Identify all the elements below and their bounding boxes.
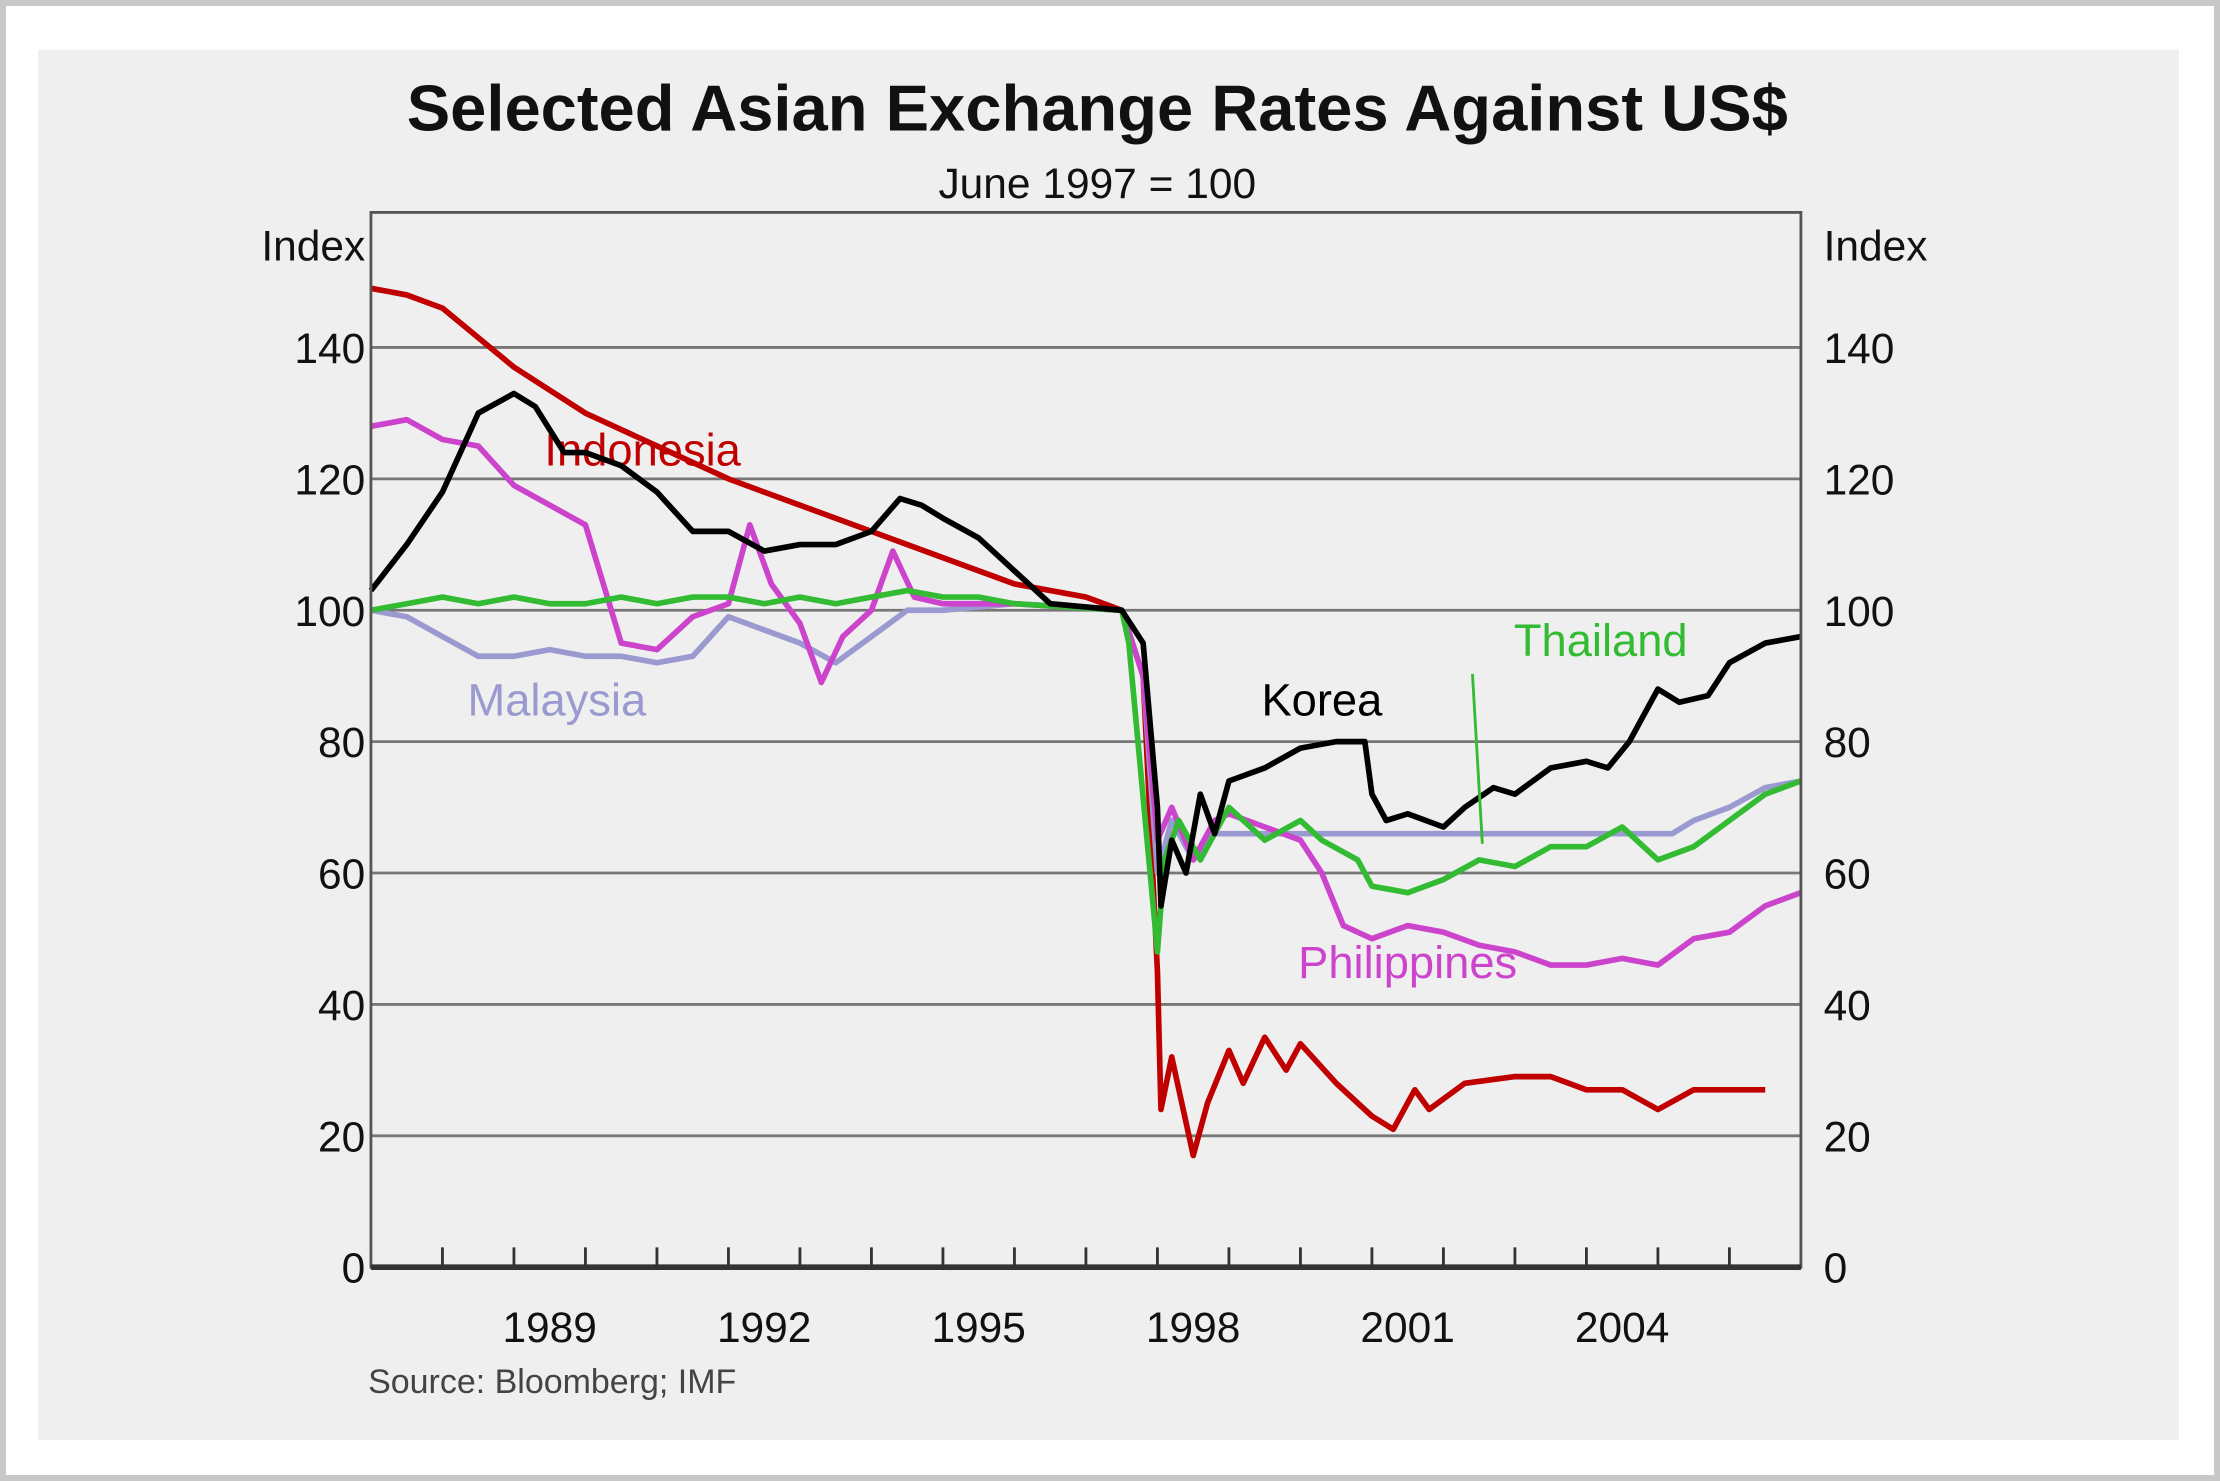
thailand-line <box>370 587 1802 955</box>
x-tick-label-1995: 1995 <box>931 1304 1025 1351</box>
chart-background <box>38 49 2179 1440</box>
malaysia-label: Malaysia <box>467 674 647 725</box>
indonesia-line <box>370 285 1766 1159</box>
philippines-line <box>370 416 1802 968</box>
right-axis-label: Index <box>1824 223 1928 270</box>
right-tick-label-100: 100 <box>1824 588 1895 635</box>
x-tick-label-1998: 1998 <box>1146 1304 1240 1351</box>
left-tick-label-60: 60 <box>318 851 365 898</box>
right-tick-label-40: 40 <box>1824 982 1871 1029</box>
right-tick-label-140: 140 <box>1824 325 1895 372</box>
left-tick-label-80: 80 <box>318 719 365 766</box>
x-tick-label-2004: 2004 <box>1575 1304 1669 1351</box>
left-tick-label-100: 100 <box>294 588 365 635</box>
right-tick-label-0: 0 <box>1824 1245 1848 1292</box>
left-tick-label-120: 120 <box>294 456 365 503</box>
malaysia-line <box>370 600 1802 876</box>
x-tick-label-1989: 1989 <box>502 1304 596 1351</box>
right-tick-label-60: 60 <box>1824 851 1871 898</box>
korea-label: Korea <box>1261 674 1383 725</box>
left-tick-label-40: 40 <box>318 982 365 1029</box>
right-tick-label-120: 120 <box>1824 456 1895 503</box>
left-tick-label-20: 20 <box>318 1113 365 1160</box>
chart-subtitle: June 1997 = 100 <box>938 160 1256 207</box>
left-tick-label-0: 0 <box>342 1245 366 1292</box>
chart-title: Selected Asian Exchange Rates Against US… <box>407 71 1788 144</box>
philippines-label: Philippines <box>1298 937 1517 988</box>
right-tick-label-20: 20 <box>1824 1113 1871 1160</box>
thailand-label: Thailand <box>1514 615 1688 666</box>
korea-line <box>368 390 1802 909</box>
right-tick-label-80: 80 <box>1824 719 1871 766</box>
x-tick-label-2001: 2001 <box>1360 1304 1454 1351</box>
source-note: Source: Bloomberg; IMF <box>368 1363 736 1401</box>
x-tick-label-1992: 1992 <box>717 1304 811 1351</box>
left-tick-label-140: 140 <box>294 325 365 372</box>
thailand-pointer-line <box>1471 673 1484 844</box>
left-axis-label: Index <box>261 223 365 270</box>
